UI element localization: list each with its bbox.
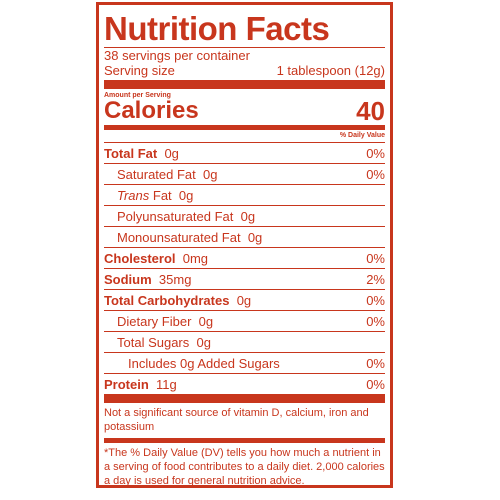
nutrient-name: Monounsaturated Fat (117, 229, 241, 245)
nutrition-facts-label: Nutrition Facts 38 servings per containe… (96, 2, 393, 488)
nutrient-row-protein: Protein 11g 0% (104, 373, 385, 394)
nutrient-amount: 0g (198, 313, 214, 329)
servings-per-container: 38 servings per container (104, 48, 250, 63)
nutrient-dv: 0% (366, 376, 385, 392)
thick-divider (104, 394, 385, 403)
nutrient-dv: 0% (366, 292, 385, 308)
nutrient-dv: 0% (366, 166, 385, 182)
nutrient-row-total-sugars: Total Sugars 0g (104, 331, 385, 352)
nutrient-amount: 11g (156, 376, 177, 392)
nutrient-dv: 0% (366, 250, 385, 266)
nutrient-row-added-sugars: Includes 0g Added Sugars 0% (104, 352, 385, 373)
nutrient-row-monounsaturated-fat: Monounsaturated Fat 0g (104, 226, 385, 247)
nutrient-amount: 35mg (158, 271, 192, 287)
nutrient-amount: 0g (247, 229, 263, 245)
calories-row: Calories 40 (104, 96, 385, 126)
daily-value-header: % Daily Value (339, 132, 385, 139)
nutrient-amount: 0g (203, 166, 218, 182)
nutrient-name: Total Fat (104, 145, 158, 161)
label-title: Nutrition Facts (104, 10, 330, 47)
nutrient-row-sodium: Sodium 35mg 2% (104, 268, 385, 289)
nutrient-amount: 0mg (182, 250, 209, 266)
nutrient-name: Cholesterol (104, 250, 176, 266)
nutrient-dv: 0% (366, 313, 385, 329)
serving-size-row: Serving size 1 tablespoon (12g) (104, 63, 385, 78)
nutrient-row-trans-fat: Trans Fat 0g (104, 184, 385, 205)
nutrient-name: Polyunsaturated Fat (117, 208, 234, 224)
nutrient-row-polyunsaturated-fat: Polyunsaturated Fat 0g (104, 205, 385, 226)
nutrient-name: Protein (104, 376, 149, 392)
serving-size-label: Serving size (104, 63, 175, 78)
medium-divider (104, 125, 385, 130)
nutrient-dv: 2% (366, 271, 385, 287)
nutrient-amount: 0g (164, 145, 179, 161)
divider (104, 47, 385, 48)
nutrient-row-saturated-fat: Saturated Fat 0g 0% (104, 163, 385, 184)
thick-divider (104, 80, 385, 89)
nutrient-name: Includes 0g Added Sugars (128, 355, 280, 371)
nutrient-row-total-carbohydrates: Total Carbohydrates 0g 0% (104, 289, 385, 310)
nutrient-amount: 0g (240, 208, 256, 224)
medium-divider (104, 438, 385, 443)
nutrient-amount: 0g (196, 334, 211, 350)
nutrient-dv: 0% (366, 145, 385, 161)
calories-label: Calories (104, 97, 199, 124)
nutrient-name: Saturated Fat (117, 166, 196, 182)
nutrient-name: Dietary Fiber (117, 313, 192, 329)
nutrient-name: Sodium (104, 271, 152, 287)
nutrient-name: Total Carbohydrates (104, 292, 230, 308)
vitamin-note: Not a significant source of vitamin D, c… (104, 407, 369, 433)
nutrient-amount: 0g (178, 187, 194, 203)
calories-value: 40 (356, 96, 385, 126)
nutrient-name-suffix: Fat (149, 187, 172, 203)
serving-size-value: 1 tablespoon (12g) (276, 63, 385, 78)
nutrient-name: Trans (117, 187, 150, 203)
nutrient-row-dietary-fiber: Dietary Fiber 0g 0% (104, 310, 385, 331)
nutrient-amount: 0g (236, 292, 252, 308)
nutrient-row-total-fat: Total Fat 0g 0% (104, 142, 385, 163)
nutrient-dv: 0% (366, 355, 385, 371)
nutrient-row-cholesterol: Cholesterol 0mg 0% (104, 247, 385, 268)
nutrient-name: Total Sugars (117, 334, 190, 350)
amount-per-serving: Amount per Serving (104, 92, 171, 99)
daily-value-footnote: *The % Daily Value (DV) tells you how mu… (104, 447, 385, 487)
